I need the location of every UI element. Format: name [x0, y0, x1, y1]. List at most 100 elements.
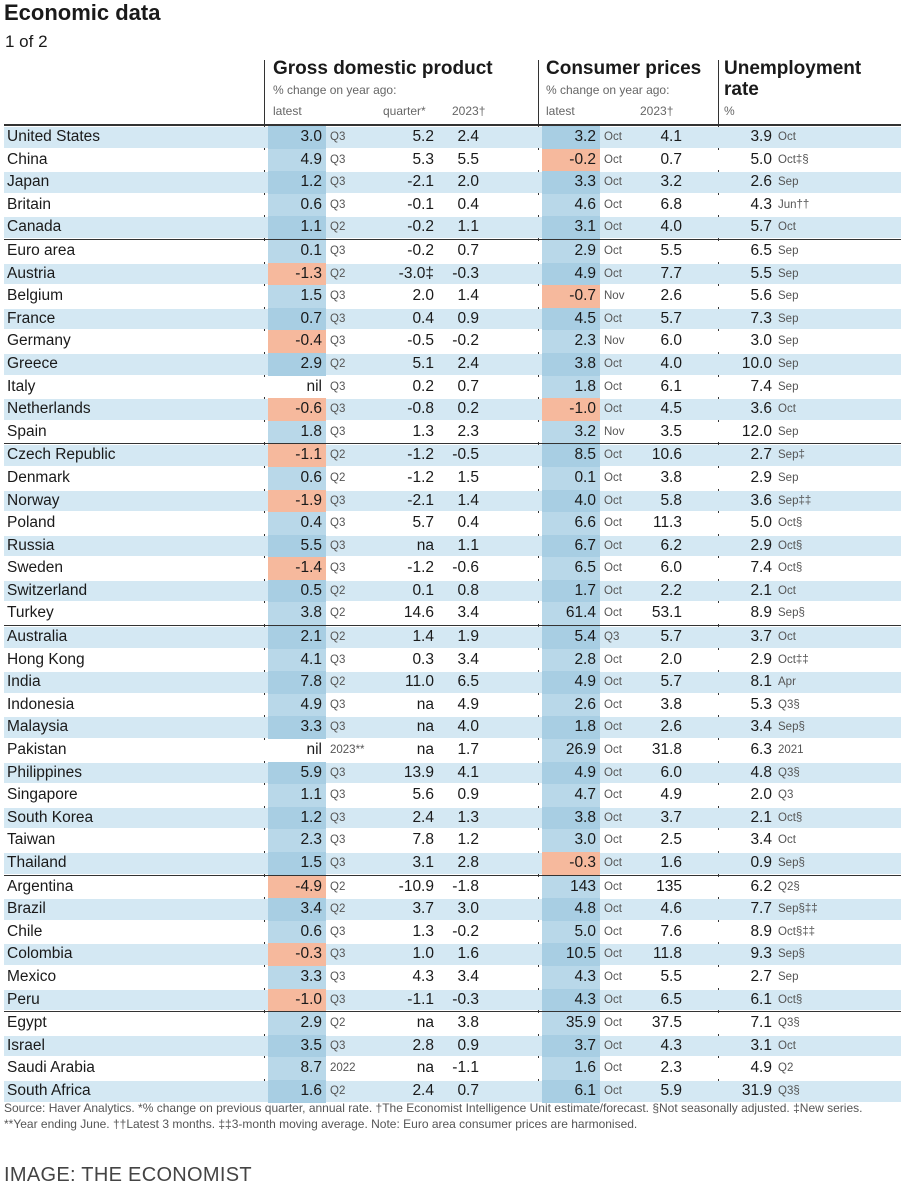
gdp-quarter: -2.1	[407, 173, 434, 191]
cpi-latest-highlight	[542, 671, 600, 694]
gdp-2023: 3.4	[457, 650, 479, 668]
unemployment-period: Sep	[778, 471, 799, 484]
gdp-period: Q2	[330, 676, 346, 689]
table-row: Turkey 3.8 Q2 14.6 3.4 61.4 Oct 53.1 8.9 Sep§	[4, 602, 901, 626]
table-row: Netherlands -0.6 Q3 -0.8 0.2 -1.0 Oct 4.5 3.6 Oct	[4, 398, 901, 421]
gdp-quarter: -0.5	[407, 332, 434, 350]
gdp-latest: -1.0	[295, 990, 322, 1008]
cpi-latest: 6.1	[574, 1081, 596, 1099]
unemployment-period: Sep§	[778, 857, 805, 869]
country-name: Taiwan	[7, 831, 56, 849]
country-name: Thailand	[7, 854, 67, 871]
unemployment-rate: 6.5	[750, 241, 772, 259]
unemployment-period: Sep§‡‡	[778, 903, 818, 916]
gdp-period: Q3	[330, 698, 346, 711]
country-name: United States	[7, 128, 101, 145]
gdp-latest-highlight	[268, 444, 326, 467]
gdp-quarter: 11.0	[404, 673, 434, 691]
unemployment-period: Sep	[778, 970, 799, 983]
gdp-2023: -0.2	[452, 922, 479, 940]
unemployment-unit-header: %	[724, 104, 735, 118]
gdp-quarter: 5.7	[412, 514, 434, 532]
cpi-latest-highlight	[542, 262, 600, 286]
gdp-latest: 1.5	[300, 287, 322, 305]
country-name: Italy	[7, 377, 36, 395]
unemployment-period: Sep	[778, 425, 799, 438]
cpi-latest: 3.8	[574, 808, 596, 826]
unemployment-rate: 8.9	[750, 922, 772, 940]
table-row: Taiwan 2.3 Q3 7.8 1.2 3.0 Oct 2.5 3.4 Oct	[4, 829, 901, 852]
row-background	[4, 649, 901, 671]
unemployment-period: Oct	[778, 834, 796, 847]
unemployment-rate: 0.9	[750, 854, 772, 871]
unemployment-period: Sep‡‡	[778, 494, 812, 507]
cpi-latest: 2.3	[574, 332, 596, 350]
row-background	[4, 263, 901, 285]
unemployment-header-line2: rate	[724, 79, 759, 100]
cpi-latest: 2.9	[574, 241, 596, 259]
gdp-quarter: -2.1	[407, 491, 434, 509]
cpi-2023: 7.7	[660, 264, 682, 282]
cpi-latest-highlight	[542, 1012, 600, 1035]
unemployment-period: Oct	[778, 221, 796, 234]
cpi-latest: 3.2	[574, 422, 596, 440]
unemployment-rate: 3.4	[750, 718, 772, 736]
row-background	[4, 1058, 901, 1079]
unemployment-rate: 5.0	[750, 150, 772, 168]
unemployment-period: Q3§	[778, 1017, 800, 1030]
row-background	[4, 785, 901, 806]
table-row: Indonesia 4.9 Q3 na 4.9 2.6 Oct 3.8 5.3 Q3§	[4, 693, 901, 717]
gdp-2023: 1.1	[457, 536, 479, 554]
cpi-2023: 37.5	[651, 1014, 682, 1032]
cpi-2023: 6.0	[660, 332, 682, 350]
gdp-latest-highlight	[268, 148, 326, 172]
row-background	[4, 399, 901, 420]
table-row: Austria -1.3 Q2 -3.0‡ -0.3 4.9 Oct 7.7 5.5 Sep	[4, 262, 901, 286]
gdp-latest: -4.9	[295, 877, 322, 895]
gdp-2023: 2.4	[457, 354, 479, 372]
gdp-latest-highlight	[268, 1012, 326, 1035]
gdp-latest: 3.3	[300, 967, 322, 985]
gdp-period: Q2	[330, 267, 346, 280]
cpi-period: Oct	[604, 698, 622, 711]
gdp-latest: 7.8	[300, 673, 322, 691]
gdp-period: Q2	[330, 584, 346, 597]
unemployment-rate: 2.7	[750, 446, 772, 464]
gdp-2023: 1.4	[457, 491, 479, 509]
gdp-period: Q2	[330, 1084, 346, 1097]
unemployment-period: Sep§	[778, 948, 805, 961]
unemployment-rate: 6.2	[750, 877, 772, 895]
cpi-period: Oct	[604, 584, 622, 597]
gdp-latest-highlight	[268, 626, 326, 649]
country-name: Singapore	[7, 786, 78, 804]
gdp-period: Q3	[330, 425, 346, 438]
cpi-period: Oct	[604, 1017, 622, 1030]
cpi-latest-highlight	[542, 193, 600, 217]
row-background	[4, 1035, 901, 1057]
gdp-latest: -1.3	[295, 264, 322, 282]
cpi-period: Oct	[604, 267, 622, 280]
unemployment-period: Sep	[778, 290, 799, 303]
country-name: Austria	[7, 264, 56, 282]
row-background	[4, 535, 901, 557]
cpi-2023: 6.0	[660, 763, 682, 781]
cpi-latest: 3.8	[574, 354, 596, 372]
cpi-latest: 4.3	[574, 990, 596, 1008]
cpi-latest-header: latest	[546, 104, 575, 118]
gdp-quarter: 4.3	[412, 967, 434, 985]
row-background	[4, 490, 901, 512]
cpi-latest-highlight	[542, 806, 600, 830]
gdp-latest: 1.2	[300, 808, 322, 826]
cpi-latest-highlight	[542, 557, 600, 580]
row-background	[4, 376, 901, 398]
unemployment-rate: 2.9	[750, 536, 772, 554]
gdp-quarter: 1.0	[412, 945, 434, 963]
cpi-latest: 3.3	[574, 173, 596, 191]
row-background	[4, 149, 901, 171]
cpi-2023: 5.7	[660, 309, 682, 327]
cpi-latest-highlight	[542, 148, 600, 172]
row-background	[4, 694, 901, 716]
unemployment-header-line1: Unemployment	[724, 58, 862, 79]
gdp-quarter: na	[416, 1059, 434, 1077]
country-name: Russia	[7, 536, 55, 554]
